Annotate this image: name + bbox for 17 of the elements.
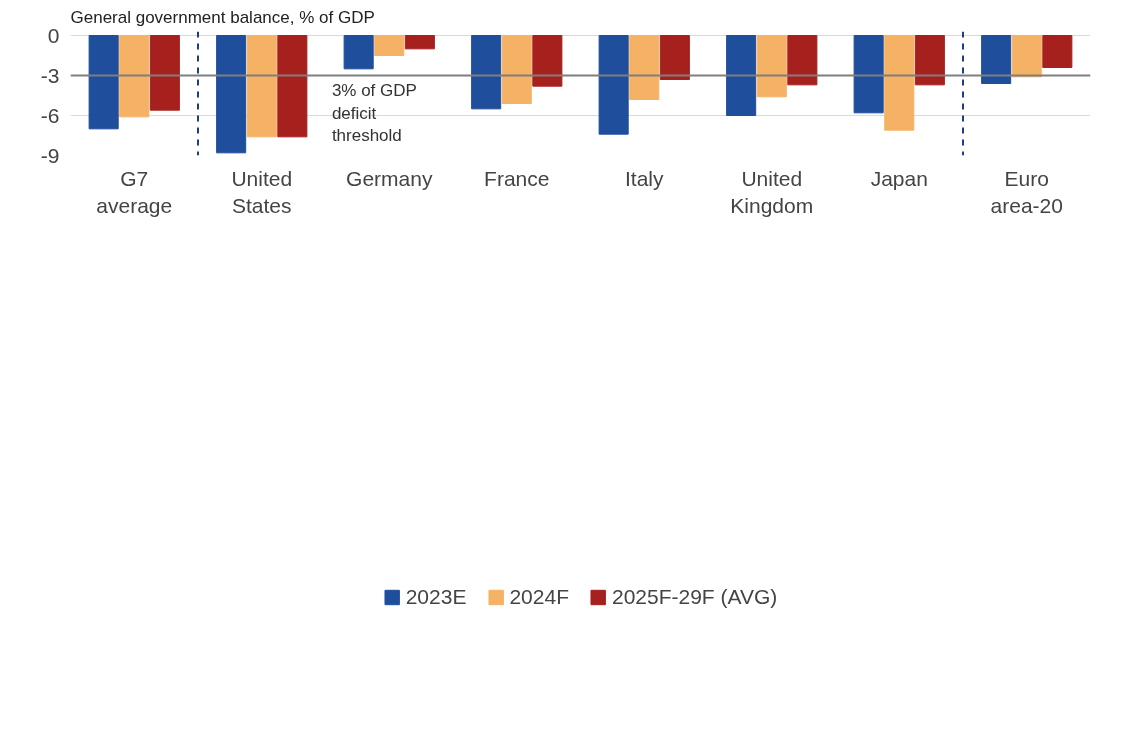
- y-tick-label: -3: [40, 63, 60, 87]
- legend-label: 2023E: [405, 584, 467, 609]
- x-tick-label: Italy: [624, 166, 665, 190]
- y-tick-label: -6: [40, 103, 60, 127]
- x-tick-label: Germany: [346, 166, 433, 190]
- x-tick-label: Euro area-20: [990, 166, 1063, 218]
- x-tick-label: G7 average: [96, 166, 173, 218]
- y-tick-label: 0: [47, 23, 60, 47]
- ref-line-label: 3% of GDP deficit threshold: [331, 80, 417, 146]
- legend-label: 2025F-29F (AVG): [611, 584, 778, 609]
- y-tick-label: -9: [40, 143, 60, 167]
- x-tick-label: France: [484, 166, 550, 190]
- x-tick-label: United Kingdom: [730, 166, 814, 218]
- chart-title: General government balance, % of GDP: [70, 7, 375, 27]
- legend-label: 2024F: [509, 584, 569, 609]
- x-tick-label: United States: [231, 166, 293, 218]
- x-tick-label: Japan: [870, 166, 928, 190]
